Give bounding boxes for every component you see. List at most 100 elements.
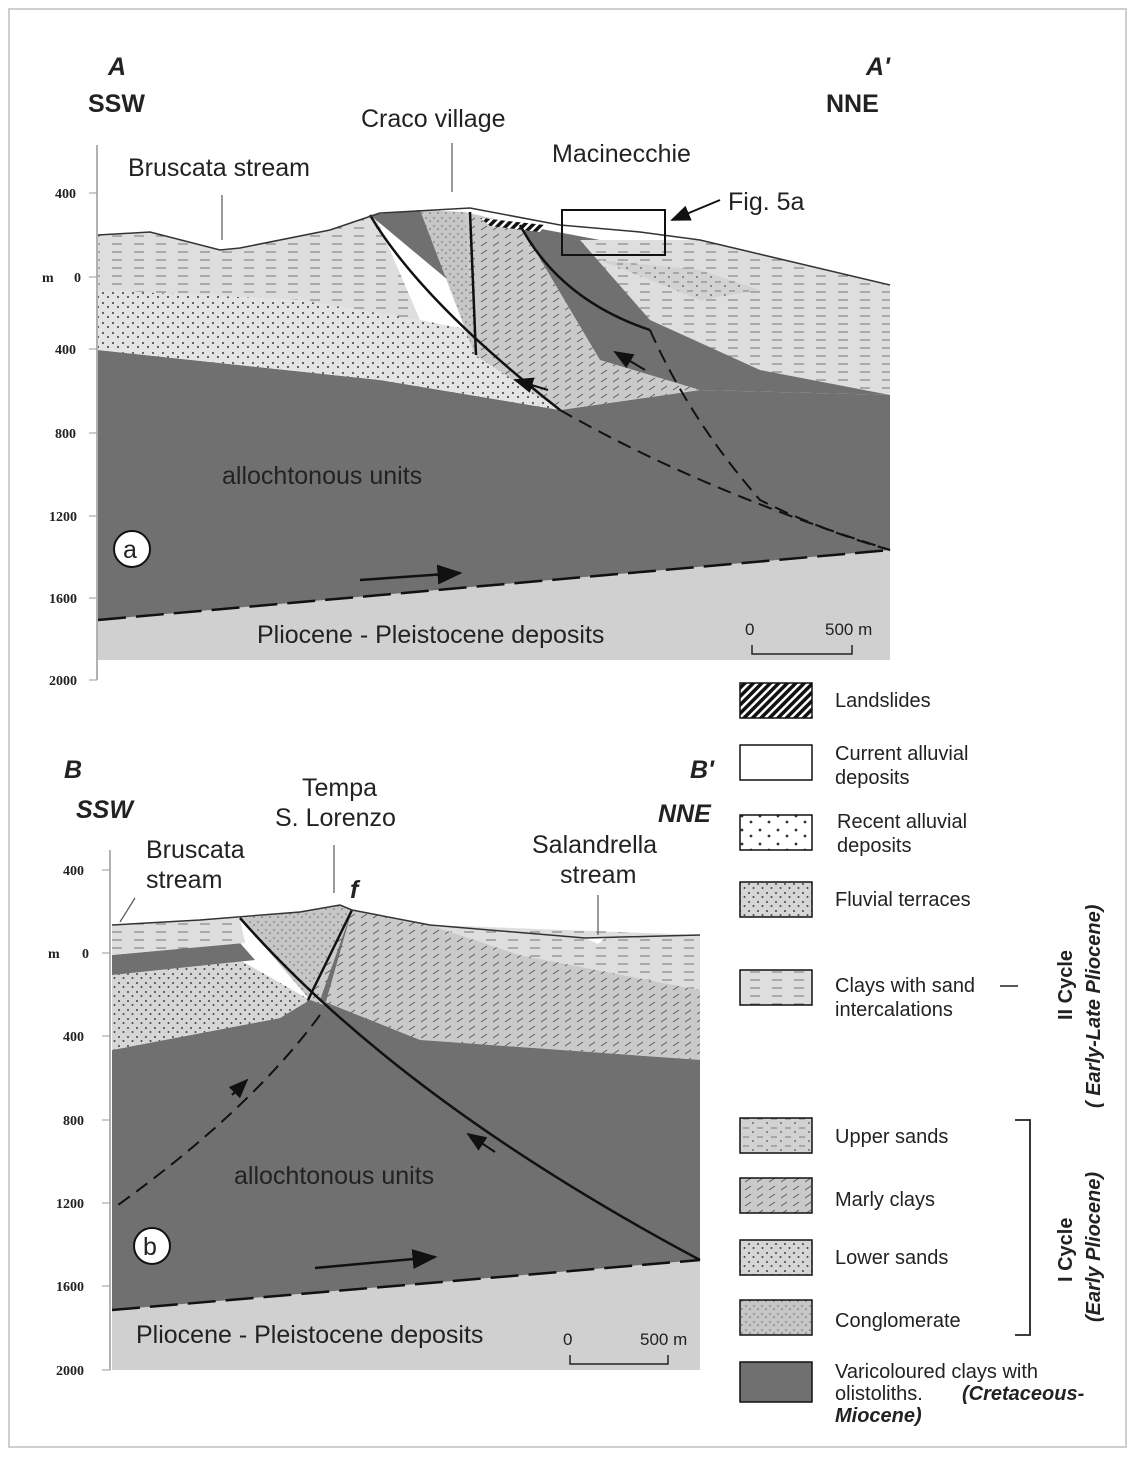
section-a-plio-pleisto-deposits xyxy=(98,550,890,660)
section-b-backthrust xyxy=(306,909,354,1001)
section-b-leader-bruscata xyxy=(119,897,136,923)
section-b-axis-ticks xyxy=(102,869,110,1371)
legend-lower: Lower sands xyxy=(835,1247,948,1269)
section-b-tick-1200: 1200 xyxy=(56,1197,84,1212)
legend-upper: Upper sands xyxy=(835,1126,948,1148)
section-b-tick-400b: 400 xyxy=(63,1030,84,1045)
section-a-landslide xyxy=(480,218,545,232)
section-b-tick-800: 800 xyxy=(63,1114,84,1129)
section-b-tick-0: 0 xyxy=(82,947,89,962)
section-a-tick-2000: 2000 xyxy=(49,674,77,689)
section-b-scale-bar xyxy=(569,1355,669,1365)
section-a-basal-thrust xyxy=(97,548,891,622)
legend-current-2: deposits xyxy=(835,767,910,789)
section-a-fig5a-arrow xyxy=(670,199,721,221)
section-b-tempa-label-2: S. Lorenzo xyxy=(275,804,396,832)
legend-swatch-fluvial xyxy=(739,881,813,918)
legend-cycle2-1: II Cycle xyxy=(1055,950,1077,1020)
section-b-clays-left xyxy=(112,918,245,955)
section-b-main-fault xyxy=(239,917,701,1262)
section-b-scale-zero: 0 xyxy=(563,1330,572,1349)
section-a-badge-letter: a xyxy=(123,536,137,564)
section-a-fig-label: Fig. 5a xyxy=(728,188,805,216)
section-a-badge xyxy=(113,530,151,568)
section-a-fig5a-box xyxy=(561,209,666,256)
legend-cycle1-bracket xyxy=(1015,1119,1031,1336)
legend-swatch-upper xyxy=(739,1117,813,1154)
section-b-arrow-dashed xyxy=(228,1078,249,1099)
section-a-tick-1200: 1200 xyxy=(49,510,77,525)
section-a-bruscata-label: Bruscata stream xyxy=(128,154,310,182)
section-b-clays-right xyxy=(430,925,700,990)
legend-marly: Marly clays xyxy=(835,1189,935,1211)
section-a-marly-wedge xyxy=(465,212,700,410)
section-b-plio-pleisto-deposits xyxy=(112,1260,700,1370)
legend: Landslides Current alluvial deposits Rec… xyxy=(739,682,1105,1427)
section-a: 400 m 0 400 800 1200 1600 2000 xyxy=(42,53,891,689)
section-b-bruscata-label-1: Bruscata xyxy=(146,836,245,864)
section-a-tick-1600: 1600 xyxy=(49,592,77,607)
legend-recent-1: Recent alluvial xyxy=(837,811,967,833)
section-b-tick-400: 400 xyxy=(63,864,84,879)
section-b-right-layers xyxy=(310,910,700,1060)
section-a-allochthonous-units xyxy=(98,350,890,620)
section-b-salandrella-label-2: stream xyxy=(560,861,636,889)
legend-clays-2: intercalations xyxy=(835,999,953,1021)
section-b-plio-label: Pliocene - Pleistocene deposits xyxy=(136,1321,483,1349)
section-b-left-letter: B xyxy=(64,756,82,784)
legend-swatch-lower xyxy=(739,1239,813,1276)
legend-swatch-landslides xyxy=(739,682,813,719)
section-a-plio-label: Pliocene - Pleistocene deposits xyxy=(257,621,604,649)
section-a-topography xyxy=(97,207,891,286)
section-a-lower-sands xyxy=(98,290,560,410)
legend-fluvial: Fluvial terraces xyxy=(835,889,971,911)
section-b-current-alluvial xyxy=(585,938,605,944)
section-a-conglomerate-wedge xyxy=(420,210,475,355)
section-a-axis-ticks xyxy=(89,192,97,681)
section-a-clays-left xyxy=(98,215,420,320)
section-a-right-letter: A' xyxy=(865,53,891,81)
section-a-fault-dashed-2 xyxy=(649,329,891,551)
section-b-arrow-main xyxy=(466,1132,496,1153)
section-b: 400 m 0 400 800 1200 1600 2000 xyxy=(48,756,715,1379)
section-b-allochthonous-units xyxy=(112,980,700,1310)
section-a-upper-sands xyxy=(600,260,760,300)
section-a-craco-label: Craco village xyxy=(361,105,506,133)
section-b-tick-2000: 2000 xyxy=(56,1364,84,1379)
section-a-scale-length: 500 m xyxy=(825,620,872,639)
section-a-units-label: allochtonous units xyxy=(222,462,422,490)
section-a-macinecchie-label: Macinecchie xyxy=(552,140,691,168)
legend-swatch-varicoloured xyxy=(739,1361,813,1403)
section-b-lower-sands-left xyxy=(112,960,310,1050)
section-a-arrow-1 xyxy=(513,377,549,393)
legend-vari-1: Varicoloured clays with xyxy=(835,1361,1038,1383)
section-a-right-dir: NNE xyxy=(826,90,879,118)
legend-current-1: Current alluvial xyxy=(835,743,968,765)
legend-cycle1-2: (Early Pliocene) xyxy=(1083,1172,1105,1322)
section-b-tempa-label-1: Tempa xyxy=(302,774,377,802)
legend-clays-1: Clays with sand xyxy=(835,975,975,997)
legend-landslides: Landslides xyxy=(835,690,931,712)
section-b-badge-letter: b xyxy=(143,1233,157,1261)
section-b-arrow-basal xyxy=(314,1249,438,1270)
legend-swatch-clays xyxy=(739,969,813,1006)
section-b-topography xyxy=(111,904,701,939)
legend-swatch-current xyxy=(739,744,813,781)
section-a-fault-2 xyxy=(468,211,478,356)
legend-swatch-recent xyxy=(739,814,813,851)
section-b-axis-unit: m xyxy=(48,947,60,962)
section-a-left-dir: SSW xyxy=(88,90,145,118)
section-b-right-letter: B' xyxy=(690,756,715,784)
legend-cycle1-1: I Cycle xyxy=(1055,1218,1077,1282)
section-a-scale-zero: 0 xyxy=(745,620,754,639)
section-a-tick-400b: 400 xyxy=(55,343,76,358)
section-b-right-dir: NNE xyxy=(658,800,712,828)
section-b-scale-length: 500 m xyxy=(640,1330,687,1349)
section-b-anticline-core xyxy=(240,905,352,1000)
section-a-axis-unit: m xyxy=(42,271,54,286)
legend-vari-2: olistoliths. xyxy=(835,1383,923,1405)
section-b-fault-dashed xyxy=(117,1014,321,1206)
legend-swatch-marly xyxy=(739,1177,813,1214)
section-b-units-label: allochtonous units xyxy=(234,1162,434,1190)
